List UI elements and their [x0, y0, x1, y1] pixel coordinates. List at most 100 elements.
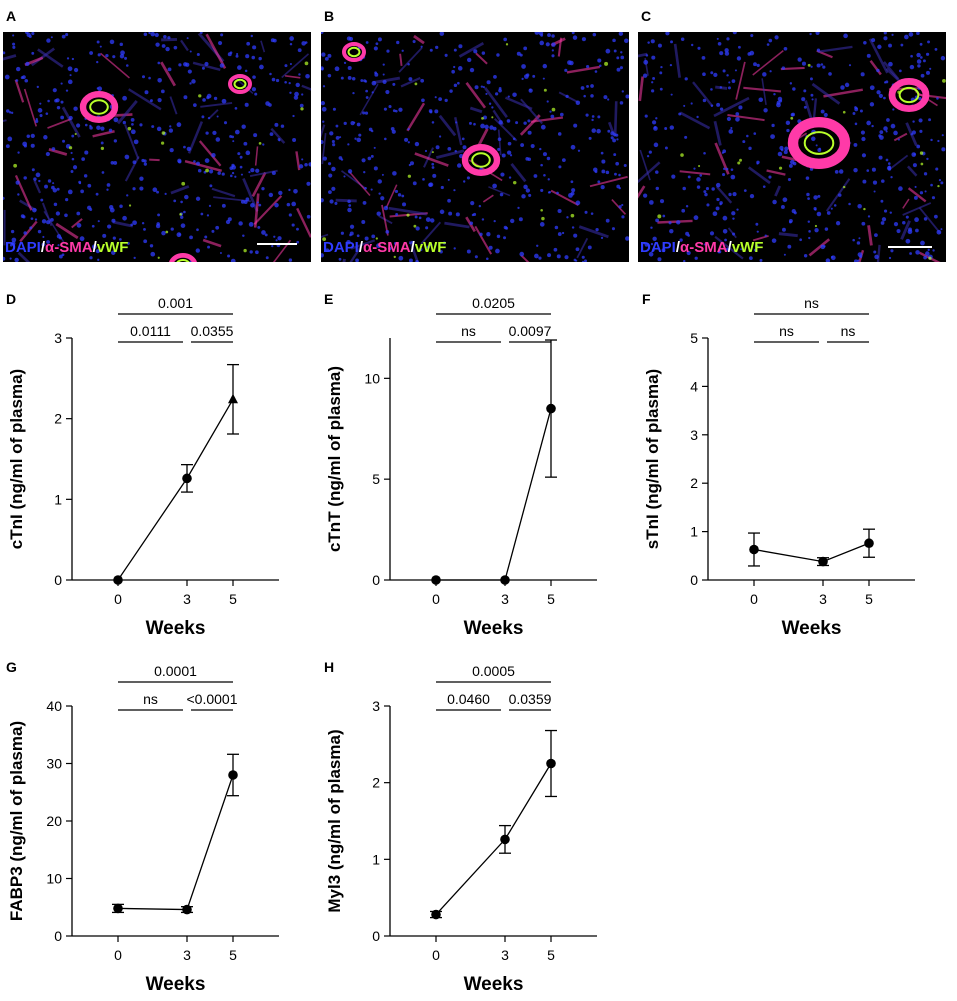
p-value-label: 0.001 — [158, 295, 193, 311]
x-tick-label: 0 — [114, 591, 122, 607]
data-point — [431, 575, 441, 585]
stain-label-c: DAPI/α-SMA/vWF — [640, 239, 764, 256]
micrograph-c-image — [638, 32, 946, 262]
vessel-0 — [787, 116, 851, 169]
x-axis-label: Weeks — [782, 618, 842, 639]
x-tick-label: 0 — [750, 591, 758, 607]
x-tick-label: 3 — [183, 947, 191, 963]
panel-letter-e: E — [324, 291, 333, 307]
y-tick-label: 4 — [690, 378, 698, 394]
vessel-2 — [169, 253, 197, 262]
data-point — [546, 403, 556, 414]
y-tick-label: 10 — [46, 871, 62, 887]
y-tick-label: 0 — [690, 572, 698, 588]
p-value-label: 0.0001 — [154, 663, 197, 679]
micrograph-a-image — [3, 32, 311, 262]
data-point — [113, 575, 123, 585]
panel-letter-f: F — [642, 291, 651, 307]
x-axis-label: Weeks — [146, 974, 206, 995]
y-axis-label: cTnI (ng/ml of plasma) — [7, 369, 26, 549]
x-tick-label: 0 — [432, 591, 440, 607]
p-value-label: <0.0001 — [187, 691, 238, 707]
x-axis-label: Weeks — [464, 974, 524, 995]
panel-letter-c: C — [641, 8, 652, 24]
p-value-label: 0.0460 — [447, 691, 490, 707]
x-tick-label: 0 — [432, 947, 440, 963]
data-point — [546, 758, 556, 769]
p-value-label: ns — [804, 295, 819, 311]
y-axis-label: sTnI (ng/ml of plasma) — [643, 369, 662, 549]
stain-label-a: DAPI/α-SMA/vWF — [5, 239, 129, 256]
p-value-label: 0.0097 — [509, 323, 552, 339]
y-tick-label: 2 — [372, 775, 380, 791]
y-tick-label: 1 — [372, 851, 380, 867]
y-axis-label: FABP3 (ng/ml of plasma) — [7, 721, 26, 921]
micrograph-b-image — [321, 32, 629, 262]
data-point — [818, 556, 828, 567]
stain-sma: α-SMA — [363, 239, 411, 256]
y-axis-label: Myl3 (ng/ml of plasma) — [325, 729, 344, 912]
panel-letter-h: H — [324, 659, 334, 675]
micrograph-b: DAPI/α-SMA/vWF — [321, 32, 629, 262]
vessel-1 — [888, 78, 930, 113]
y-tick-label: 3 — [690, 427, 698, 443]
stain-dapi: DAPI — [640, 239, 676, 256]
x-tick-label: 3 — [501, 947, 509, 963]
panel-letter-g: G — [6, 659, 17, 675]
x-tick-label: 5 — [547, 591, 555, 607]
micrograph-a: DAPI/α-SMA/vWF — [3, 32, 311, 262]
y-tick-label: 2 — [690, 475, 698, 491]
p-value-label: 0.0205 — [472, 295, 515, 311]
data-point — [228, 770, 238, 780]
p-value-label: 0.0355 — [191, 323, 234, 339]
chart-h: H 0 1 2 3 0 3 5 Weeks Myl3 (ng/ml of plasma) 0.000… — [324, 659, 597, 995]
series-line — [753, 542, 870, 563]
vessel-0 — [79, 91, 119, 124]
y-tick-label: 1 — [54, 491, 62, 507]
micrograph-c: DAPI/α-SMA/vWF — [638, 32, 946, 262]
series-line — [436, 408, 552, 581]
y-tick-label: 40 — [46, 698, 62, 714]
scale-bar-c — [888, 246, 932, 248]
x-tick-label: 0 — [114, 947, 122, 963]
stain-sma: α-SMA — [680, 239, 728, 256]
y-tick-label: 20 — [46, 813, 62, 829]
y-tick-label: 0 — [372, 928, 380, 944]
p-value-label: ns — [143, 691, 158, 707]
p-value-label: ns — [461, 323, 476, 339]
series-line — [117, 398, 234, 581]
series-line — [117, 774, 234, 911]
p-value-label: 0.0359 — [509, 691, 552, 707]
stain-sma: α-SMA — [45, 239, 93, 256]
stain-vwf: vWF — [414, 239, 447, 256]
panel-letter-d: D — [6, 291, 16, 307]
y-tick-label: 1 — [690, 524, 698, 540]
x-tick-label: 3 — [501, 591, 509, 607]
y-tick-label: 3 — [54, 330, 62, 346]
data-point — [500, 834, 510, 845]
data-point — [182, 904, 192, 915]
y-axis-label: cTnT (ng/ml of plasma) — [325, 366, 344, 552]
x-axis-label: Weeks — [464, 618, 524, 639]
tissue-texture — [321, 32, 629, 262]
p-value-label: 0.0005 — [472, 663, 515, 679]
data-point — [500, 575, 510, 585]
p-value-label: ns — [841, 323, 856, 339]
p-value-label: 0.0111 — [130, 323, 171, 339]
x-tick-label: 5 — [229, 591, 237, 607]
chart-e: E 0 5 10 0 3 5 Weeks cTnT (ng/ml of plasma) 0.020… — [324, 291, 597, 639]
data-point — [228, 393, 238, 404]
tissue-texture — [638, 32, 946, 262]
x-tick-label: 3 — [183, 591, 191, 607]
chart-g: G 0 10 20 30 40 0 3 5 Weeks FABP3 (ng/ml of plasma… — [6, 659, 279, 995]
y-tick-label: 0 — [372, 572, 380, 588]
data-point — [431, 909, 441, 920]
stain-label-b: DAPI/α-SMA/vWF — [323, 239, 447, 256]
stain-dapi: DAPI — [323, 239, 359, 256]
x-tick-label: 5 — [865, 591, 873, 607]
y-tick-label: 2 — [54, 411, 62, 427]
y-tick-label: 30 — [46, 756, 62, 772]
y-tick-label: 10 — [364, 370, 380, 386]
vessel-0 — [342, 42, 366, 62]
